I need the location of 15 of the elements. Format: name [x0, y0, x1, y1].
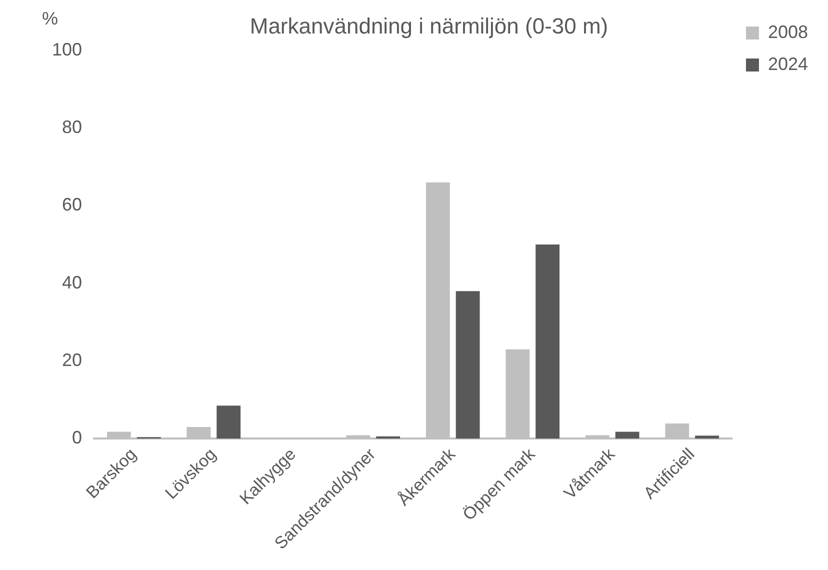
bar [695, 436, 719, 439]
y-tick-label: 60 [62, 194, 82, 215]
bar [615, 432, 640, 439]
y-tick-label: 80 [62, 117, 82, 138]
y-tick-label: 40 [62, 272, 82, 292]
bar [456, 291, 480, 439]
y-axis-title: % [42, 8, 58, 28]
bar [536, 244, 560, 439]
chart-title: Markanvändning i närmiljön (0-30 m) [250, 13, 608, 38]
legend-label: 2024 [768, 54, 808, 74]
bar [216, 406, 241, 439]
legend-label: 2008 [768, 22, 808, 42]
y-tick-label: 20 [62, 350, 82, 370]
y-tick-label: 0 [72, 428, 82, 448]
y-tick-label: 100 [52, 39, 82, 60]
